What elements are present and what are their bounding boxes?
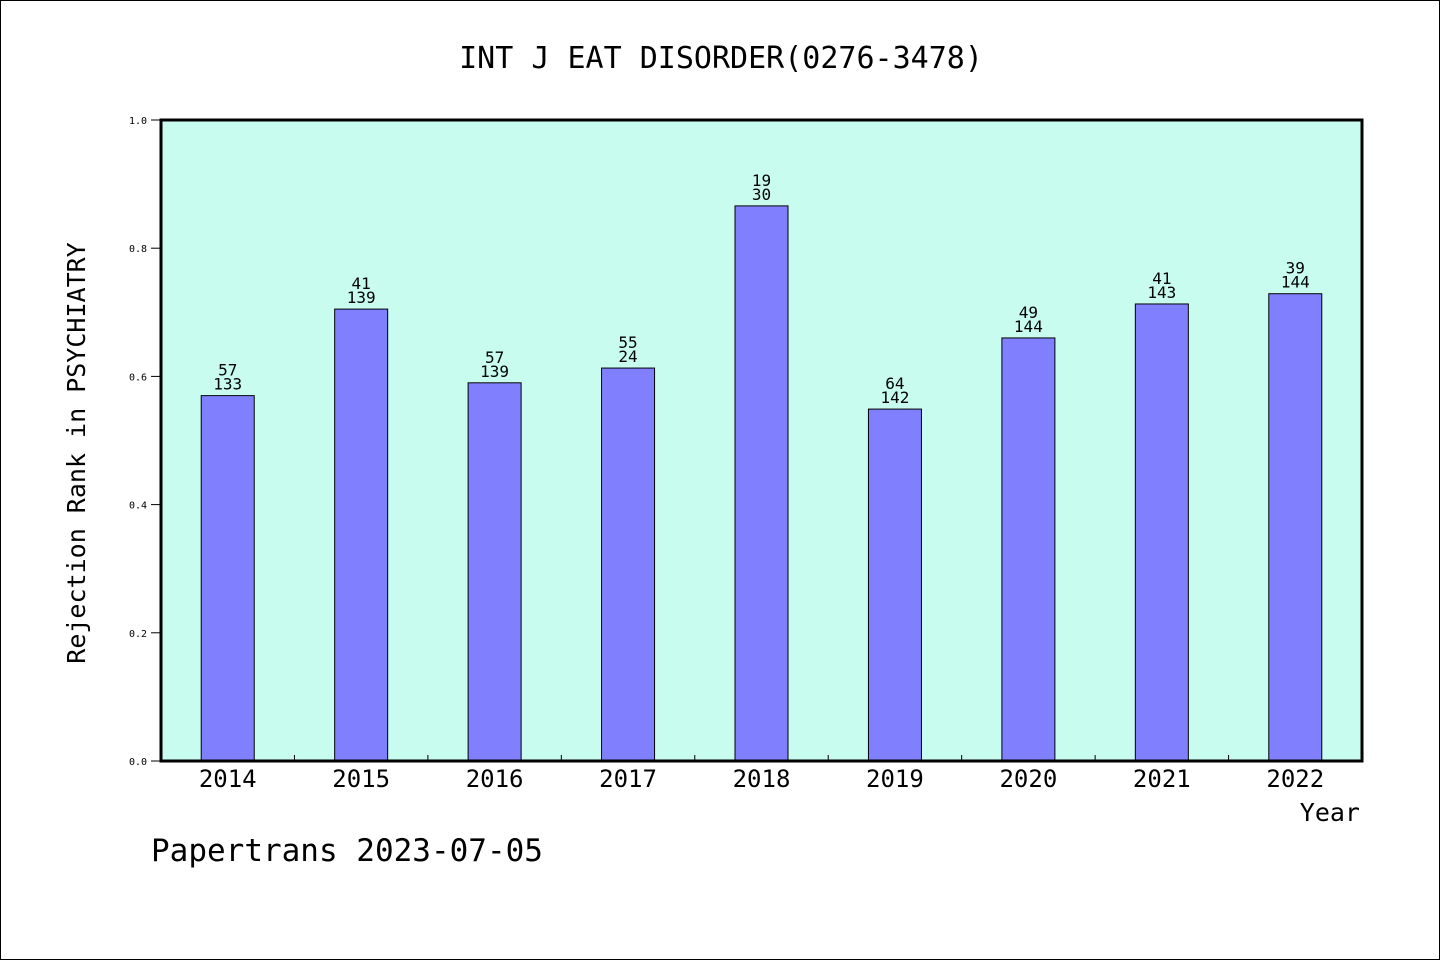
- x-tick-label: 2020: [999, 765, 1057, 793]
- bar-label-bottom: 143: [1147, 283, 1176, 302]
- bar-label-top: 64: [885, 374, 904, 393]
- x-tick-label: 2014: [199, 765, 257, 793]
- y-tick-label: 0.8: [129, 244, 147, 255]
- plot-border: [159, 118, 1364, 763]
- bar-label-bottom: 30: [752, 185, 771, 204]
- bar: [1134, 303, 1189, 762]
- x-tick-label: 2019: [866, 765, 924, 793]
- bar-label-top: 41: [1152, 269, 1171, 288]
- bar-label-top: 57: [218, 361, 237, 380]
- footer-note: Papertrans 2023-07-05: [151, 833, 543, 869]
- x-tick-label: 2017: [599, 765, 657, 793]
- x-tick-label: 2022: [1266, 765, 1324, 793]
- bar-label-bottom: 133: [213, 375, 242, 394]
- bar-label-top: 39: [1286, 259, 1305, 278]
- bar-label-bottom: 24: [618, 347, 637, 366]
- y-axis-label: Rejection Rank in PSYCHIATRY: [62, 242, 91, 663]
- y-tick-label: 0.2: [129, 629, 147, 640]
- y-tick-label: 1.0: [129, 116, 147, 127]
- bar: [1268, 293, 1323, 762]
- x-tick-label: 2015: [332, 765, 390, 793]
- bar: [867, 408, 922, 762]
- x-tick-label: 2018: [733, 765, 791, 793]
- bar-label-bottom: 144: [1014, 317, 1043, 336]
- bar-label-top: 49: [1019, 303, 1038, 322]
- x-tick-label: 2021: [1133, 765, 1191, 793]
- bar-label-top: 57: [485, 348, 504, 367]
- bar-label-bottom: 139: [347, 288, 376, 307]
- bar: [601, 367, 656, 762]
- x-axis-label: Year: [1300, 798, 1360, 827]
- bar: [734, 205, 789, 762]
- bar-label-top: 55: [618, 333, 637, 352]
- bar-label-bottom: 144: [1281, 273, 1310, 292]
- y-tick-label: 0.4: [129, 501, 147, 512]
- y-tick-label: 0.0: [129, 757, 147, 768]
- bar: [200, 395, 255, 762]
- bar-label-top: 41: [352, 274, 371, 293]
- bar: [1001, 337, 1056, 762]
- bar-label-bottom: 139: [480, 362, 509, 381]
- y-tick-label: 0.6: [129, 372, 147, 383]
- bar-label-top: 19: [752, 171, 771, 190]
- bar: [334, 308, 389, 762]
- bar: [467, 382, 522, 762]
- x-tick-label: 2016: [466, 765, 524, 793]
- bar-label-bottom: 142: [880, 388, 909, 407]
- chart-title: INT J EAT DISORDER(0276-3478): [459, 41, 983, 76]
